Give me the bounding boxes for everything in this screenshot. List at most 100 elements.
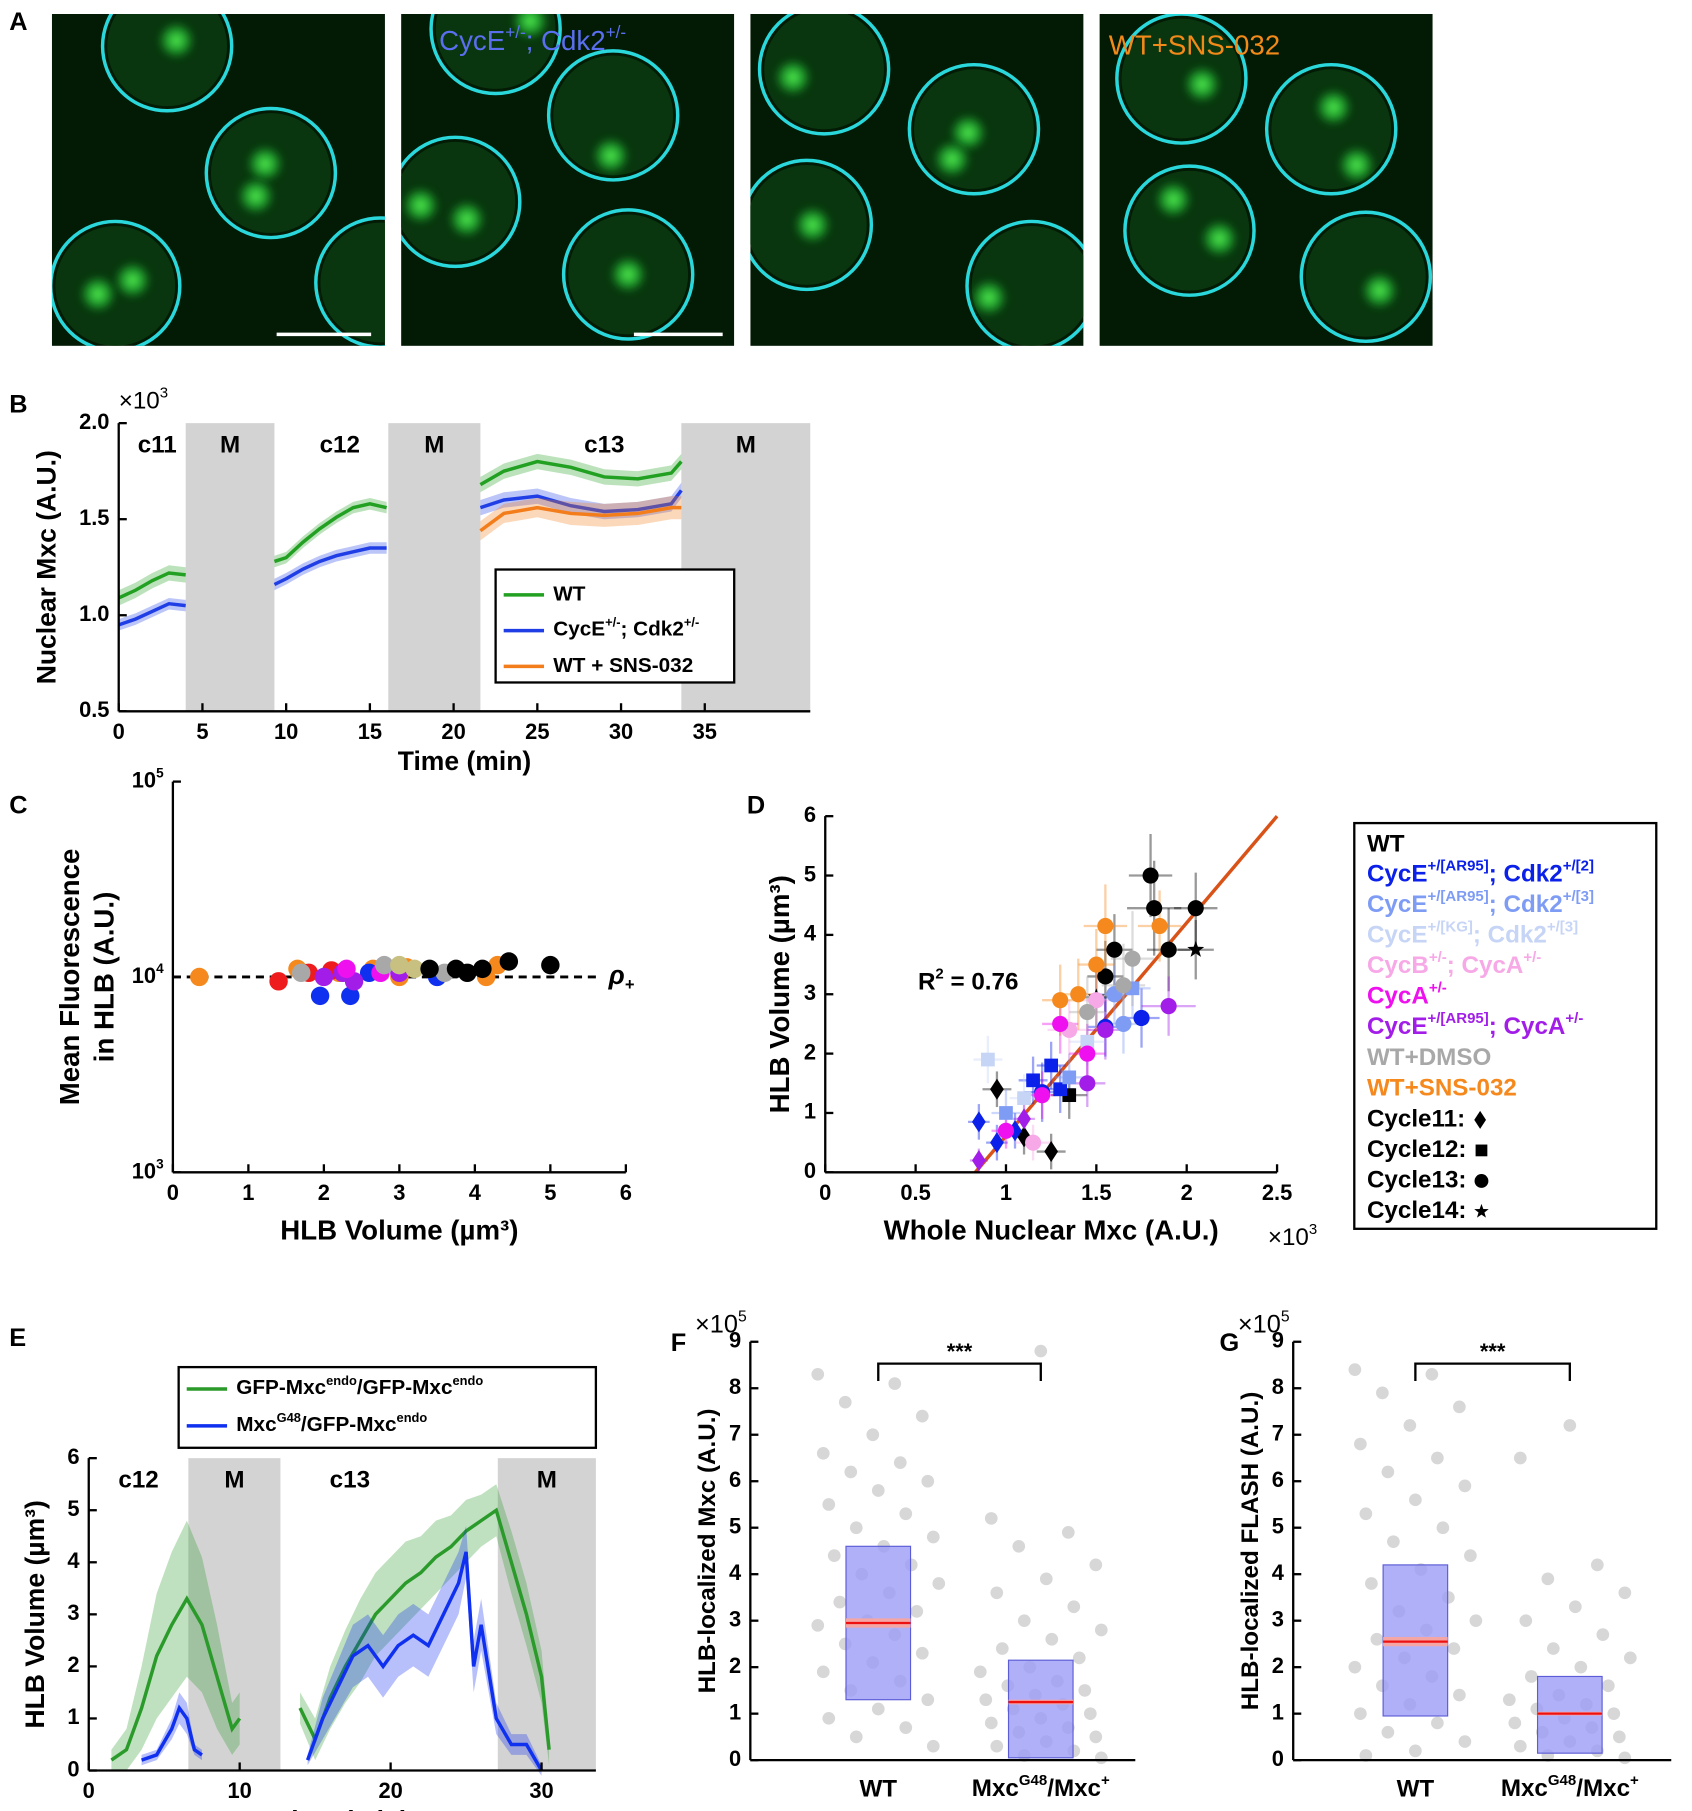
nucleus-outline: [1264, 62, 1398, 196]
y-tick-label: 4: [804, 921, 817, 946]
data-point: [1133, 1009, 1150, 1027]
y-tick-label: 9: [1272, 1328, 1284, 1353]
text-part: +/[AR95]: [1427, 1011, 1488, 1028]
data-point: [1097, 917, 1114, 935]
hlb-spot: [982, 290, 996, 305]
x-tick-label: 0: [83, 1778, 95, 1803]
y-tick-label: 8: [729, 1374, 741, 1399]
hlb-spot: [961, 125, 976, 140]
data-point: [1519, 1614, 1533, 1628]
y-tick-label: 5: [804, 861, 816, 886]
data-point: [1070, 986, 1087, 1003]
significance-bracket: [1414, 1362, 1571, 1381]
data-point: [1080, 1034, 1095, 1049]
data-point: [1436, 1521, 1450, 1535]
image-label: CycE+/-; Cdk2+/-: [439, 21, 626, 56]
data-point: [190, 967, 209, 987]
y-tick-label: 8: [1272, 1374, 1284, 1399]
y-tick-label: 5: [1272, 1513, 1284, 1538]
axis-multiplier: ×105: [1238, 1308, 1290, 1338]
text-part: ×10: [1238, 1310, 1281, 1338]
data-point: [1160, 941, 1177, 958]
data-point: [1061, 1526, 1075, 1539]
data-point: [844, 1465, 858, 1479]
x-tick-label: 6: [620, 1180, 632, 1205]
nucleus-outline: [965, 219, 1084, 346]
data-point: [1097, 1021, 1114, 1038]
text-part: CycB: [1367, 953, 1429, 980]
data-point: [1097, 968, 1114, 985]
data-point: [1079, 1045, 1096, 1062]
data-point: [405, 959, 424, 979]
x-tick-label: 0: [113, 719, 125, 744]
text-part: CycA: [1367, 983, 1429, 1010]
x-tick-label: WT: [1397, 1776, 1435, 1803]
data-point: [1017, 1614, 1031, 1628]
data-point: [1106, 941, 1123, 958]
y-tick-label: 6: [804, 802, 816, 827]
y-tick-label: 4: [1272, 1560, 1285, 1585]
y-tick-label: 1: [1272, 1699, 1284, 1724]
data-point: [1115, 1015, 1132, 1032]
significance-bracket: [877, 1362, 1042, 1381]
y-tick-label: 9: [729, 1328, 741, 1353]
panel-letter: F: [671, 1329, 686, 1357]
text-part: GFP-Mxc: [236, 1376, 326, 1399]
legend-marker: [1474, 1174, 1489, 1188]
data-point: [1524, 1670, 1538, 1683]
data-point: [1012, 1539, 1026, 1553]
text-part: +/-: [1523, 950, 1541, 967]
panel-letter: E: [9, 1324, 26, 1352]
series-line: [118, 489, 683, 627]
data-point: [981, 1052, 995, 1067]
data-point: [921, 1474, 935, 1488]
data-point: [1017, 1108, 1031, 1130]
y-axis-label: Nuclear Mxc (A.U.): [31, 450, 61, 684]
y-axis-label: HLB Volume (µm³): [764, 875, 795, 1113]
micrograph: [750, 13, 1084, 346]
text-part: Mxc: [972, 1776, 1019, 1803]
text-part: +/-: [605, 614, 620, 629]
text-part: CycE: [1367, 891, 1428, 918]
legend-box: [1353, 821, 1658, 1230]
x-tick-label: MxcG48/Mxc+: [972, 1773, 1110, 1803]
legend-label: WT + SNS-032: [553, 654, 693, 677]
phase-label: c13: [584, 432, 624, 459]
x-tick-label: 5: [544, 1180, 556, 1205]
legend-label: CycB+/-; CycA+/-: [1367, 950, 1541, 980]
data-point: [990, 1132, 1004, 1154]
text-part: ×10: [119, 388, 160, 415]
hlb-spot: [1195, 77, 1210, 92]
data-point: [1453, 1688, 1466, 1702]
y-tick-label: 104: [132, 961, 164, 988]
data-point: [292, 963, 311, 983]
data-point: [1447, 1642, 1461, 1655]
data-point: [926, 1530, 940, 1544]
data-point: [1187, 900, 1204, 917]
nucleus-outline: [907, 62, 1041, 196]
mitosis-shade: [188, 1458, 281, 1771]
y-tick-label: 4: [729, 1560, 742, 1585]
data-point: [926, 1739, 940, 1753]
phase-label: M: [220, 432, 240, 459]
x-tick-label: 25: [525, 719, 549, 744]
nucleus-outline: [546, 49, 680, 182]
data-point: [866, 1428, 880, 1442]
data-point: [1094, 1751, 1108, 1765]
data-point: [1464, 1549, 1477, 1562]
data-point: [314, 967, 334, 987]
y-axis-label: HLB-localized FLASH (A.U.): [1237, 1392, 1264, 1710]
x-tick-label: WT: [859, 1776, 897, 1803]
legend-marker: [1474, 1203, 1489, 1218]
data-point: [838, 1395, 852, 1409]
text-part: CycE: [1367, 1014, 1428, 1041]
nucleus-outline: [100, 13, 234, 113]
legend-label: WT: [1367, 830, 1405, 857]
x-tick-label: 15: [358, 719, 382, 744]
y-tick-label: 6: [729, 1467, 741, 1492]
legend-box: [494, 568, 736, 684]
text-part: 5: [738, 1308, 747, 1325]
hlb-spot: [125, 273, 140, 288]
text-part: CycE: [1367, 922, 1428, 949]
